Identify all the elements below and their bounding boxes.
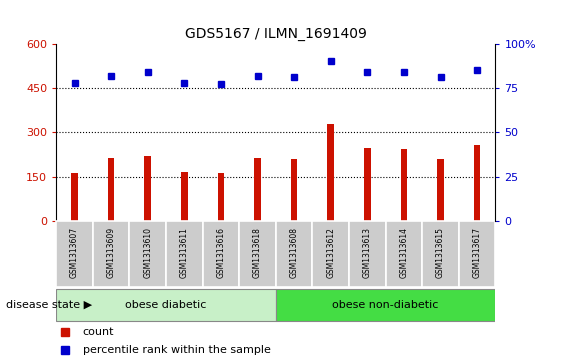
Text: GSM1313608: GSM1313608 — [290, 227, 298, 278]
Text: GSM1313611: GSM1313611 — [180, 227, 189, 278]
Text: GSM1313610: GSM1313610 — [144, 227, 152, 278]
Text: disease state ▶: disease state ▶ — [6, 300, 92, 310]
Bar — [239, 221, 276, 287]
Bar — [291, 159, 297, 221]
Title: GDS5167 / ILMN_1691409: GDS5167 / ILMN_1691409 — [185, 27, 367, 41]
Text: GSM1313612: GSM1313612 — [327, 227, 335, 278]
Text: count: count — [83, 327, 114, 337]
Bar — [56, 221, 93, 287]
Bar — [218, 173, 224, 221]
Bar — [312, 221, 349, 287]
Bar — [386, 221, 422, 287]
Bar — [328, 123, 334, 221]
Bar — [129, 221, 166, 287]
Bar — [474, 145, 480, 221]
Bar — [401, 150, 407, 221]
Bar — [56, 289, 276, 321]
Bar — [422, 221, 459, 287]
Text: percentile rank within the sample: percentile rank within the sample — [83, 345, 271, 355]
Bar — [437, 159, 444, 221]
Bar — [349, 221, 386, 287]
Text: obese diabetic: obese diabetic — [126, 300, 207, 310]
Text: GSM1313609: GSM1313609 — [107, 227, 115, 278]
Bar — [93, 221, 129, 287]
Text: GSM1313616: GSM1313616 — [217, 227, 225, 278]
Bar — [166, 221, 203, 287]
Bar — [181, 172, 187, 221]
Text: GSM1313607: GSM1313607 — [70, 227, 79, 278]
Bar — [145, 156, 151, 221]
Text: obese non-diabetic: obese non-diabetic — [333, 300, 439, 310]
Bar — [72, 172, 78, 221]
Bar — [276, 221, 312, 287]
Bar — [364, 148, 370, 221]
Text: GSM1313615: GSM1313615 — [436, 227, 445, 278]
Text: GSM1313613: GSM1313613 — [363, 227, 372, 278]
Bar — [459, 221, 495, 287]
Bar — [108, 158, 114, 221]
Bar — [203, 221, 239, 287]
Bar — [276, 289, 495, 321]
Text: GSM1313617: GSM1313617 — [473, 227, 481, 278]
Text: GSM1313618: GSM1313618 — [253, 227, 262, 278]
Text: GSM1313614: GSM1313614 — [400, 227, 408, 278]
Bar — [254, 158, 261, 221]
